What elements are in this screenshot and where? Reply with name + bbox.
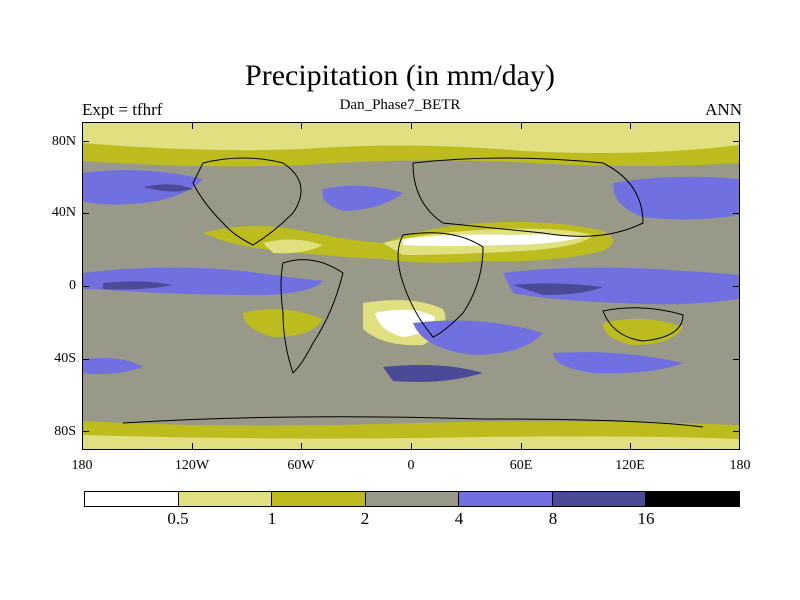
lon-label-0: 0	[407, 458, 415, 473]
lon-tick	[301, 443, 302, 450]
kuroshio-storm-track	[613, 176, 739, 220]
north-pacific-heavy-rain	[143, 184, 193, 192]
lon-tick	[192, 122, 193, 129]
colorbar-label-16: 16	[637, 509, 655, 528]
north-pacific-storm-track	[83, 170, 203, 205]
lon-tick	[630, 443, 631, 450]
lat-tick	[82, 359, 89, 360]
colorbar-label-2: 2	[360, 509, 370, 528]
lat-tick	[733, 213, 740, 214]
central-pacific-heavy-rain	[103, 281, 173, 290]
colorbar-label-4: 4	[454, 509, 464, 528]
southern-ocean-heavy-rain	[383, 365, 483, 382]
lat-tick	[82, 213, 89, 214]
colorbar-label-8: 8	[548, 509, 558, 528]
south-america-outline	[280, 259, 344, 374]
colorbar-swatch-1-2	[272, 492, 366, 506]
southern-ocean-rain-east	[553, 352, 683, 374]
lat-tick	[82, 141, 89, 142]
map-title: Precipitation (in mm/day)	[245, 59, 555, 92]
lat-tick	[82, 286, 89, 287]
lon-tick	[192, 443, 193, 450]
southern-ocean-rain-west	[83, 358, 143, 375]
gulf-stream-storm-track	[322, 185, 403, 211]
colorbar-swatch-lt-0.5	[85, 492, 179, 506]
lat-label-80s: 80S	[54, 424, 76, 439]
africa-outline	[397, 232, 484, 338]
colorbar-swatch-gt-16	[646, 492, 740, 506]
indo-pacific-warm-pool	[503, 267, 739, 305]
colorbar-swatch-2-4	[365, 492, 460, 506]
maritime-continent-heavy-rain	[513, 283, 603, 295]
lat-label-40s: 40S	[54, 351, 76, 366]
eurasia-outline	[412, 157, 644, 237]
colorbar-label-1: 1	[267, 509, 277, 528]
antarctic-band-yellow	[83, 435, 739, 449]
lon-label-120e: 120E	[615, 458, 645, 473]
lat-label-40n: 40N	[51, 205, 76, 220]
colorbar-swatch-0.5-1	[178, 492, 273, 506]
lat-tick	[733, 359, 740, 360]
east-pacific-dry	[263, 239, 323, 254]
colorbar	[84, 491, 740, 507]
lat-tick	[733, 141, 740, 142]
lat-label-equator: 0	[69, 278, 76, 293]
north-america-outline	[192, 157, 302, 246]
lon-label-60w: 60W	[287, 458, 315, 473]
lon-tick	[301, 122, 302, 129]
coastlines	[122, 157, 704, 428]
precipitation-map	[82, 122, 740, 450]
lon-label-60e: 60E	[509, 458, 533, 473]
sahara-very-dry	[403, 234, 583, 246]
antarctica-outline	[122, 416, 704, 428]
lon-tick	[521, 443, 522, 450]
lon-tick	[411, 122, 412, 129]
lat-label-80n: 80N	[51, 134, 76, 149]
lat-tick	[733, 286, 740, 287]
lon-tick	[630, 122, 631, 129]
lon-label-180e: 180	[729, 458, 751, 473]
season-label: ANN	[705, 100, 742, 119]
lat-tick	[82, 431, 89, 432]
colorbar-swatch-4-8	[459, 492, 553, 506]
lon-label-180w: 180	[71, 458, 93, 473]
lon-tick	[521, 122, 522, 129]
colorbar-label-0.5: 0.5	[167, 509, 189, 528]
colorbar-swatch-8-16	[552, 492, 647, 506]
map-subtitle: Dan_Phase7_BETR	[339, 97, 461, 113]
lon-label-120w: 120W	[174, 458, 210, 473]
australia-outline	[602, 307, 684, 342]
lat-tick	[733, 431, 740, 432]
australia-dry	[603, 318, 683, 345]
experiment-label: Expt = tfhrf	[82, 100, 163, 119]
lon-tick	[411, 443, 412, 450]
